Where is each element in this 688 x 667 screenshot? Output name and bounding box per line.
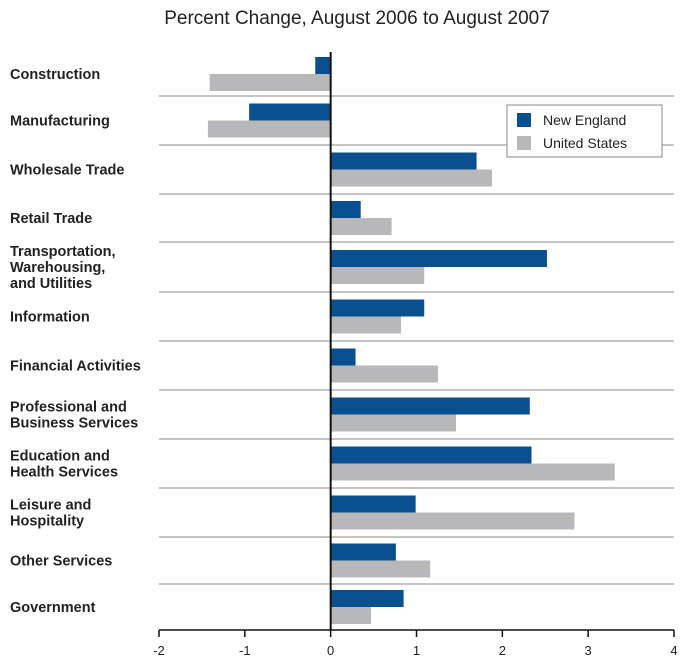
bar-united-states-information: [330, 316, 402, 334]
bar-new-england-construction: [315, 57, 331, 74]
category-label: Professional and: [10, 400, 127, 416]
bar-new-england-financial-activities: [330, 348, 356, 366]
category-label: Education and: [10, 449, 110, 465]
bar-united-states-leisure-and-hospitality: [330, 512, 575, 530]
x-tick-label: 1: [413, 643, 420, 658]
x-tick-label: 2: [499, 643, 506, 658]
category-label: Retail Trade: [10, 211, 92, 227]
category-label: Hospitality: [10, 514, 84, 530]
category-label: Leisure and: [10, 498, 91, 514]
bar-new-england-retail-trade: [330, 201, 361, 218]
category-label: Wholesale Trade: [10, 163, 124, 179]
category-label: Business Services: [10, 416, 138, 432]
legend-label-united-states: United States: [543, 135, 627, 151]
bar-united-states-transportation-warehousing-and-utilities: [330, 267, 425, 284]
legend-swatch-new-england: [517, 113, 531, 127]
category-label: Other Services: [10, 554, 112, 570]
category-label: Construction: [10, 67, 100, 83]
bar-new-england-professional-and-business-services: [330, 397, 530, 415]
category-label: Transportation,: [10, 244, 116, 260]
x-tick-label: 0: [327, 643, 334, 658]
bar-new-england-wholesale-trade: [330, 152, 477, 170]
category-labels: Construction Manufacturing Wholesale Trade…: [10, 67, 141, 616]
category-label: Health Services: [10, 465, 118, 481]
legend: New England United States: [506, 104, 663, 158]
legend-label-new-england: New England: [543, 112, 626, 128]
category-label: and Utilities: [10, 276, 92, 292]
bar-new-england-manufacturing: [249, 103, 331, 121]
x-axis: -2 -1 0 1 2 3 4: [153, 629, 678, 658]
bar-united-states-manufacturing: [207, 120, 331, 138]
bar-united-states-financial-activities: [330, 365, 438, 383]
x-tick-label: 3: [585, 643, 592, 658]
x-tick-label: 4: [670, 643, 677, 658]
bar-new-england-information: [330, 299, 425, 317]
bars: [207, 57, 615, 624]
bar-new-england-government: [330, 590, 404, 607]
bar-united-states-construction: [209, 74, 331, 91]
bar-new-england-other-services: [330, 543, 396, 561]
bar-united-states-government: [330, 607, 372, 624]
bar-new-england-education-and-health-services: [330, 446, 532, 464]
bar-united-states-education-and-health-services: [330, 463, 615, 481]
bar-new-england-leisure-and-hospitality: [330, 495, 416, 513]
bar-united-states-professional-and-business-services: [330, 414, 456, 432]
category-label: Financial Activities: [10, 359, 141, 375]
category-label: Government: [10, 600, 96, 616]
bar-new-england-transportation-warehousing-and-utilities: [330, 250, 547, 267]
category-label: Warehousing,: [10, 260, 105, 276]
legend-swatch-united-states: [517, 136, 531, 150]
row-separators: [159, 95, 674, 585]
legend-box: [506, 104, 663, 158]
x-tick-label: -2: [153, 643, 165, 658]
category-label: Manufacturing: [10, 114, 110, 130]
bar-united-states-retail-trade: [330, 218, 392, 235]
chart-title: Percent Change, August 2006 to August 20…: [164, 8, 550, 29]
x-tick-label: -1: [239, 643, 251, 658]
bar-united-states-other-services: [330, 560, 431, 578]
category-label: Information: [10, 310, 90, 326]
bar-united-states-wholesale-trade: [330, 169, 493, 187]
